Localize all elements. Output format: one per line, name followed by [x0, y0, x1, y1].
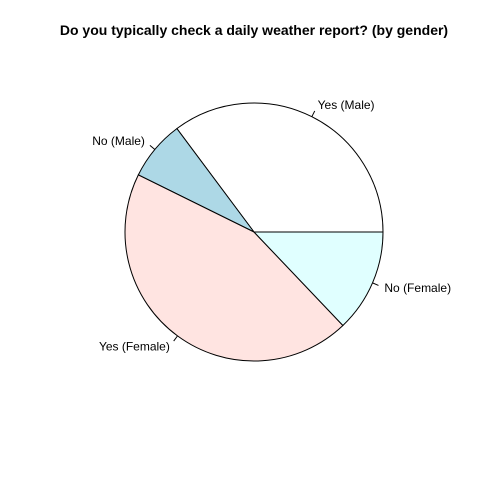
- slice-label-yes-female: Yes (Female): [99, 339, 170, 353]
- slice-label-no-female: No (Female): [384, 281, 451, 295]
- label-tick-no-female: [373, 283, 379, 286]
- label-tick-yes-female: [174, 336, 178, 341]
- slice-label-yes-male: Yes (Male): [318, 98, 375, 112]
- pie-slices: [125, 103, 383, 361]
- slice-label-no-male: No (Male): [92, 134, 145, 148]
- chart-title: Do you typically check a daily weather r…: [60, 22, 448, 38]
- label-tick-no-male: [150, 145, 155, 149]
- label-tick-yes-male: [312, 111, 315, 117]
